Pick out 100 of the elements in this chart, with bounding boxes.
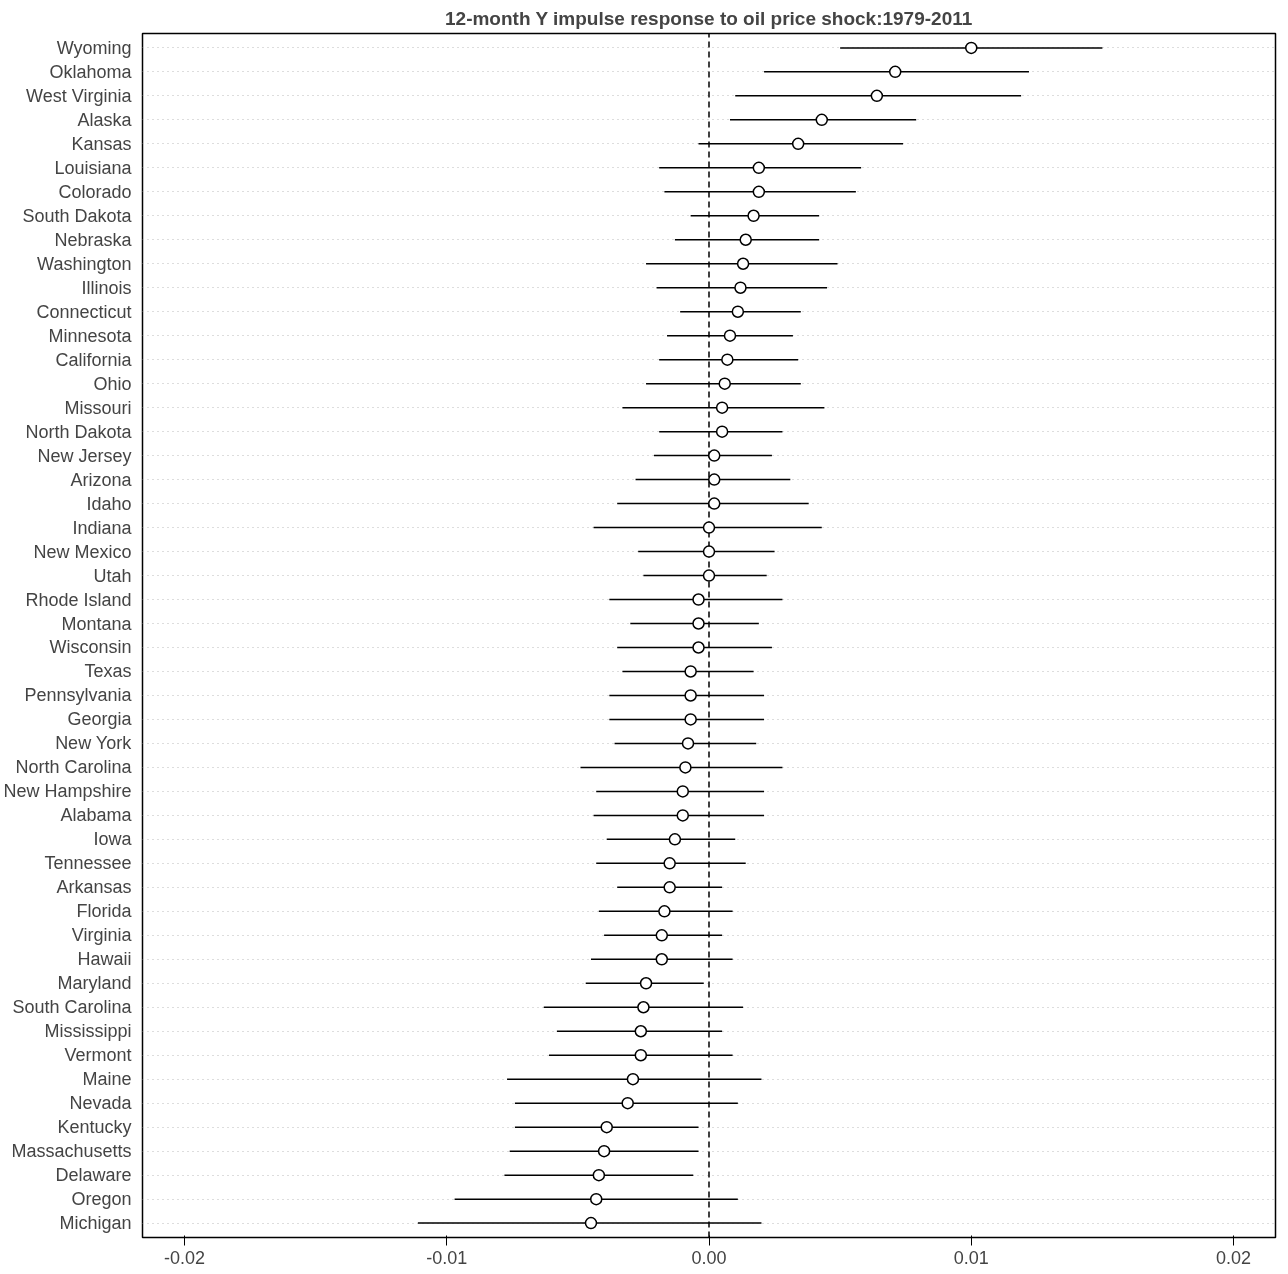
point — [752, 161, 766, 175]
y-tick-label: Louisiana — [54, 157, 133, 178]
y-tick-label: Kansas — [71, 133, 132, 154]
point — [634, 1048, 648, 1062]
point — [721, 353, 734, 366]
x-tick-label: -0.02 — [163, 1247, 205, 1268]
point — [692, 617, 705, 630]
y-tick-label: New Mexico — [33, 541, 132, 562]
y-tick-label: Mississippi — [44, 1021, 132, 1042]
point — [752, 185, 766, 199]
y-tick-label: Wisconsin — [49, 637, 132, 658]
point — [692, 593, 705, 606]
point — [815, 113, 829, 127]
point — [708, 449, 721, 462]
point — [747, 209, 760, 223]
point — [723, 329, 737, 342]
point — [692, 641, 705, 654]
y-tick-label: Oklahoma — [49, 61, 133, 82]
point — [663, 881, 676, 894]
y-tick-label: South Dakota — [22, 205, 133, 226]
y-tick-label: Illinois — [81, 277, 132, 298]
point — [668, 833, 682, 846]
point — [965, 41, 978, 55]
y-tick-label: New Hampshire — [3, 781, 132, 802]
point — [702, 545, 716, 558]
y-tick-label: Utah — [93, 565, 132, 586]
y-tick-label: Connecticut — [36, 301, 132, 322]
y-tick-label: Nevada — [69, 1093, 133, 1114]
point — [621, 1096, 634, 1110]
y-tick-label: Tennessee — [44, 853, 132, 874]
chart-title: 12-month Y impulse response to oil price shock:1979-2011 — [445, 7, 973, 29]
y-tick-label: Virginia — [71, 925, 133, 946]
point — [681, 737, 695, 750]
point — [702, 569, 716, 582]
point — [639, 977, 653, 990]
point — [702, 521, 716, 534]
y-tick-label: North Dakota — [25, 421, 133, 442]
point — [655, 953, 669, 966]
y-tick-label: Indiana — [72, 517, 133, 538]
x-tick-label: -0.01 — [426, 1247, 468, 1268]
y-tick-label: Maine — [82, 1069, 132, 1090]
y-tick-label: California — [55, 349, 133, 370]
y-tick-label: Texas — [84, 661, 132, 682]
y-tick-label: Iowa — [93, 829, 133, 850]
point — [715, 425, 729, 438]
y-tick-label: Michigan — [59, 1213, 132, 1234]
y-tick-label: Nebraska — [54, 229, 133, 250]
y-tick-label: Arizona — [70, 469, 133, 490]
y-tick-label: Ohio — [93, 373, 132, 394]
y-tick-label: Colorado — [58, 181, 132, 202]
y-tick-label: Alabama — [60, 805, 133, 826]
y-tick-label: Florida — [76, 901, 133, 922]
y-tick-label: Oregon — [71, 1189, 132, 1210]
point — [676, 785, 690, 798]
y-tick-label: Kentucky — [57, 1117, 132, 1138]
y-tick-label: Missouri — [64, 397, 132, 418]
point — [731, 305, 745, 318]
point — [684, 713, 697, 726]
point — [589, 1192, 603, 1206]
point — [718, 377, 731, 390]
point — [734, 281, 747, 294]
point — [870, 89, 884, 103]
point — [655, 929, 669, 942]
y-tick-label: Massachusetts — [11, 1141, 132, 1162]
point — [592, 1168, 606, 1182]
x-tick-label: 0.00 — [691, 1247, 727, 1268]
y-tick-label: Washington — [37, 253, 132, 274]
point — [739, 233, 752, 246]
point — [708, 497, 721, 510]
point — [626, 1072, 640, 1086]
y-tick-label: Minnesota — [48, 325, 133, 346]
y-tick-label: Wyoming — [56, 37, 132, 58]
x-tick-label: 0.02 — [1216, 1247, 1252, 1268]
y-tick-label: Pennsylvania — [24, 685, 133, 706]
y-tick-label: South Carolina — [12, 997, 133, 1018]
point — [736, 257, 750, 270]
y-tick-label: Idaho — [86, 493, 132, 514]
y-tick-label: Hawaii — [77, 949, 132, 970]
point — [715, 401, 729, 414]
y-tick-label: Montana — [61, 613, 133, 634]
x-tick-label: 0.01 — [953, 1247, 989, 1268]
point — [679, 761, 692, 774]
point — [663, 857, 676, 870]
y-tick-label: Vermont — [64, 1045, 132, 1066]
point — [888, 65, 902, 79]
point — [584, 1216, 598, 1230]
y-tick-label: Alaska — [77, 109, 133, 130]
y-tick-label: Maryland — [57, 973, 132, 994]
point — [658, 905, 671, 918]
y-tick-label: Arkansas — [56, 877, 132, 898]
y-tick-label: Georgia — [67, 709, 133, 730]
y-tick-label: New Jersey — [37, 445, 132, 466]
y-tick-label: North Carolina — [15, 757, 133, 778]
point — [634, 1025, 648, 1038]
point — [684, 665, 697, 678]
point — [676, 809, 690, 822]
y-tick-label: West Virginia — [26, 85, 133, 106]
y-tick-label: Delaware — [55, 1165, 132, 1186]
y-tick-label: Rhode Island — [25, 589, 132, 610]
point — [597, 1144, 611, 1158]
